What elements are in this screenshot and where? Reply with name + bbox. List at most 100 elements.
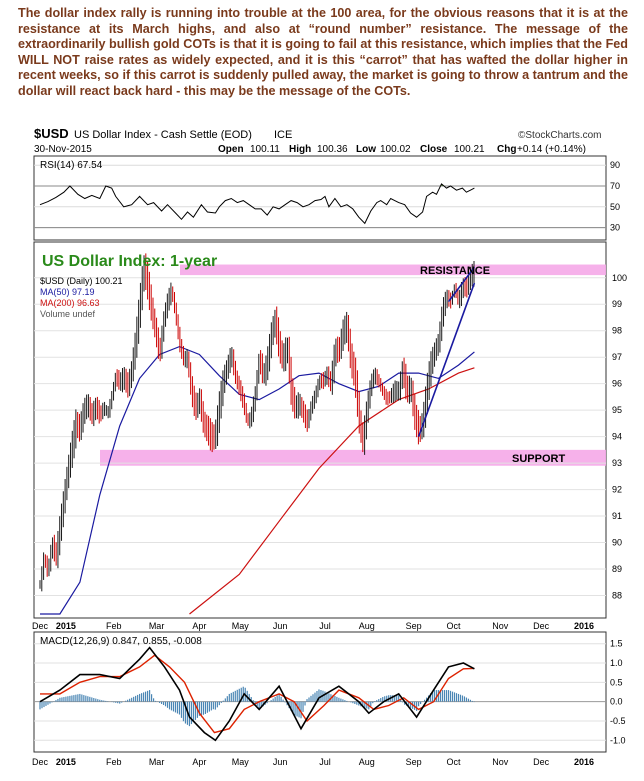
macd-line — [39, 646, 475, 742]
legend-usd: $USD (Daily) 100.21 — [40, 276, 123, 286]
x-axis-label: Mar — [149, 621, 165, 631]
rsi-grid — [34, 164, 606, 229]
x-axis-labels-macd: Dec 2015 Feb Mar Apr May Jun Jul Aug Sep Oct Nov Dec… — [32, 757, 594, 767]
x-axis-label: Oct — [446, 621, 461, 631]
x-axis-label: 2015 — [56, 621, 76, 631]
macd-legend: MACD(12,26,9) 0.847, 0.855, -0.008 — [40, 636, 202, 647]
resistance-label: RESISTANCE — [420, 265, 490, 277]
x-axis-label: Dec — [533, 757, 550, 767]
support-label: SUPPORT — [512, 453, 565, 465]
x-axis-label: Oct — [446, 757, 461, 767]
x-axis-label: May — [232, 757, 250, 767]
price-tick-label: 94 — [612, 432, 622, 442]
price-grid — [34, 277, 606, 596]
rsi-legend: RSI(14) 67.54 — [40, 160, 103, 171]
price-tick-label: 90 — [612, 538, 622, 548]
macd-tick-labels: 1.5 1.0 0.5 0.0 -0.5 -1.0 — [610, 639, 626, 746]
chart-instrument-name: US Dollar Index - Cash Settle (EOD) — [74, 129, 252, 141]
rsi-tick-label: 90 — [610, 160, 620, 170]
price-tick-label: 97 — [612, 352, 622, 362]
commentary-text: The dollar index rally is running into t… — [18, 6, 628, 98]
rsi-panel: 90 70 50 30 RSI(14) 67.54 — [33, 155, 620, 241]
high-label: High — [289, 144, 311, 155]
open-label: Open — [218, 144, 244, 155]
price-tick-label: 91 — [612, 511, 622, 521]
price-bars — [39, 253, 475, 592]
rsi-tick-label: 30 — [610, 223, 620, 233]
low-value: 100.02 — [380, 144, 411, 155]
x-axis-label: Nov — [492, 757, 509, 767]
price-tick-label: 93 — [612, 458, 622, 468]
chart-date: 30-Nov-2015 — [34, 144, 92, 155]
close-value: 100.21 — [454, 144, 485, 155]
x-axis-label: Dec — [32, 757, 49, 767]
price-frame — [33, 241, 607, 619]
macd-tick-label: 0.0 — [610, 697, 623, 707]
price-tick-labels: 100 99 98 97 96 95 94 93 92 91 90 89 88 — [612, 273, 627, 601]
legend-ma200: MA(200) 96.63 — [40, 298, 100, 308]
stockcharts-brand: ©StockCharts.com — [518, 130, 602, 141]
price-tick-label: 98 — [612, 326, 622, 336]
ma50-line — [40, 345, 475, 615]
x-axis-label: Nov — [492, 621, 509, 631]
macd-tick-label: 0.5 — [610, 677, 623, 687]
zone-band — [180, 264, 606, 276]
open-value: 100.11 — [250, 144, 280, 155]
x-axis-label: Sep — [406, 621, 422, 631]
x-axis-label: Mar — [149, 757, 165, 767]
price-tick-label: 99 — [612, 299, 622, 309]
rsi-frame — [33, 155, 607, 241]
macd-tick-label: -1.0 — [610, 735, 626, 745]
trendlines — [417, 266, 476, 437]
x-axis-label: May — [232, 621, 250, 631]
chart-exchange: ICE — [274, 129, 292, 141]
rsi-line — [39, 183, 475, 225]
price-tick-label: 100 — [612, 273, 627, 283]
rsi-tick-label: 70 — [610, 181, 620, 191]
price-chart-title: US Dollar Index: 1-year — [42, 253, 217, 270]
x-axis-label: Feb — [106, 757, 122, 767]
price-tick-label: 88 — [612, 590, 622, 600]
x-axis-label: Feb — [106, 621, 122, 631]
zone-labels: RESISTANCE SUPPORT — [420, 265, 565, 465]
x-axis-label: Aug — [359, 757, 375, 767]
close-label: Close — [420, 144, 448, 155]
price-tick-label: 89 — [612, 564, 622, 574]
price-tick-label: 95 — [612, 405, 622, 415]
ohlc-readout: Open 100.11 High 100.36 Low 100.02 Close… — [218, 144, 586, 155]
macd-tick-label: -0.5 — [610, 716, 626, 726]
chart-symbol: $USD — [34, 126, 69, 141]
x-axis-label: Jun — [273, 757, 288, 767]
x-axis-label: Apr — [192, 757, 206, 767]
trendline — [447, 266, 476, 303]
x-axis-label: Jul — [319, 757, 331, 767]
x-axis-label: 2015 — [56, 757, 76, 767]
legend-ma50: MA(50) 97.19 — [40, 287, 95, 297]
low-label: Low — [356, 144, 376, 155]
x-axis-labels-price: Dec 2015 Feb Mar Apr May Jun Jul Aug Sep Oct Nov Dec… — [32, 621, 594, 631]
macd-tick-label: 1.0 — [610, 658, 623, 668]
chg-value: +0.14 (+0.14%) — [517, 144, 586, 155]
chg-label: Chg — [497, 144, 516, 155]
zone-band — [100, 449, 606, 466]
x-axis-label: 2016 — [574, 757, 594, 767]
price-panel: 100 99 98 97 96 95 94 93 92 91 90 89 88 RESISTANCE SU… — [33, 241, 627, 619]
x-axis-label: 2016 — [574, 621, 594, 631]
price-legend: $USD (Daily) 100.21 MA(50) 97.19 MA(200)… — [40, 276, 123, 319]
rsi-tick-label: 50 — [610, 202, 620, 212]
macd-tick-label: 1.5 — [610, 639, 623, 649]
price-tick-label: 96 — [612, 379, 622, 389]
macd-frame — [33, 631, 607, 753]
x-axis-label: Jul — [319, 621, 331, 631]
x-axis-label: Jun — [273, 621, 288, 631]
rsi-tick-labels: 90 70 50 30 — [610, 160, 620, 232]
support-resistance-zones — [100, 264, 606, 466]
trendline — [417, 282, 476, 437]
high-value: 100.36 — [317, 144, 348, 155]
x-axis-label: Aug — [359, 621, 375, 631]
legend-volume: Volume undef — [40, 309, 96, 319]
x-axis-label: Apr — [192, 621, 206, 631]
x-axis-label: Dec — [32, 621, 49, 631]
x-axis-label: Sep — [406, 757, 422, 767]
x-axis-label: Dec — [533, 621, 550, 631]
